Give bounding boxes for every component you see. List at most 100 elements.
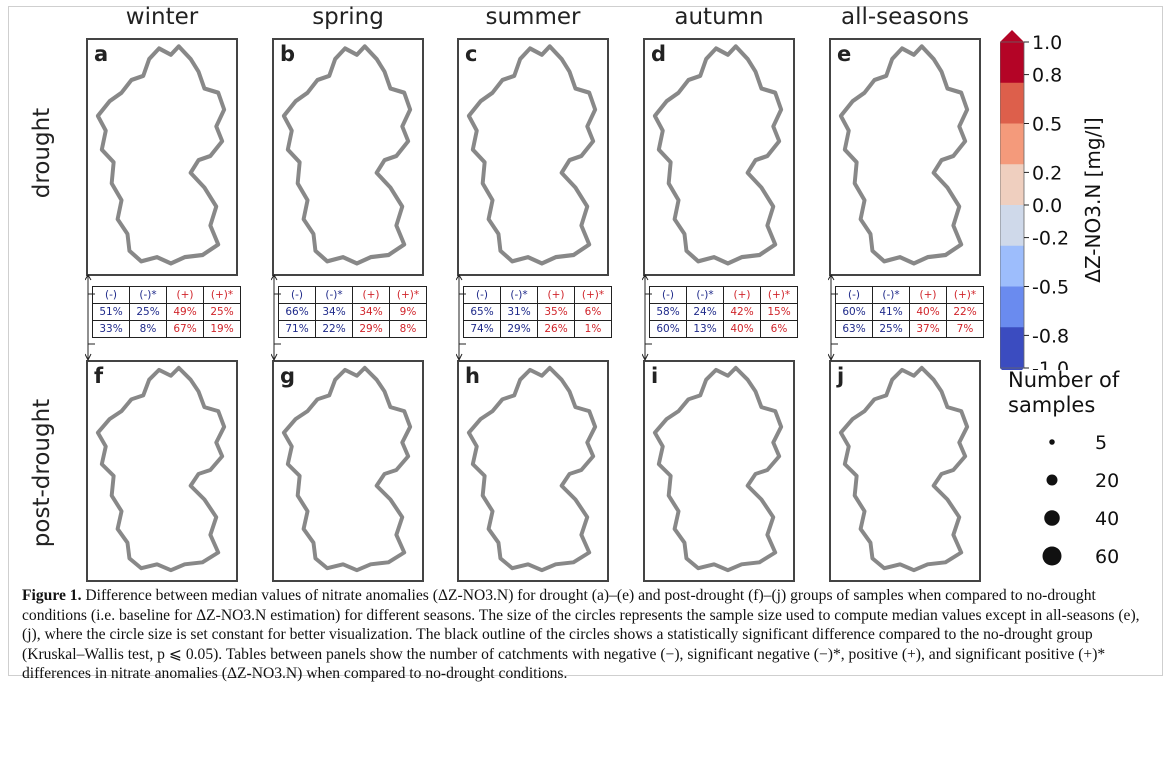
size-marker [1044,510,1060,526]
table-cell: (+) [166,286,204,304]
stats-table: (-) (-)* (+) (+)* 60% 41% 40% 22% 63% 25% 37% 7% [835,286,984,338]
table-cell: 60% [835,303,873,321]
caption-label: Figure 1. [22,587,82,604]
size-marker [1042,546,1062,566]
table-cell: 22% [315,320,353,338]
table-cell: 26% [537,320,575,338]
figure-frame [8,6,1163,676]
panel-label: j [837,364,845,388]
country-outline [652,365,784,573]
arrow [828,274,838,362]
arrow-line [85,274,95,362]
table-row: 66% 34% 34% 9% [278,303,427,321]
legend-title: Number of samples [1008,368,1120,417]
country-outline [838,44,970,266]
panel-label: i [651,364,659,388]
colorbar-tick-label: -0.8 [1032,325,1069,347]
colorbar-segment [1000,164,1024,206]
table-row: (-) (-)* (+) (+)* [463,286,612,304]
table-cell: (-)* [129,286,167,304]
colorbar-tick-label: -0.2 [1032,228,1069,250]
table-cell: 63% [835,320,873,338]
size-marker [1049,439,1055,445]
country-outline [466,365,598,573]
arrow-line [271,274,281,362]
table-row: 58% 24% 42% 15% [649,303,798,321]
panel-label: a [94,42,109,66]
colorbar-segment [1000,327,1024,369]
country-outline [652,44,784,266]
table-cell: (+)* [389,286,427,304]
map-panel: f [86,360,238,582]
colorbar-tick-label: -0.5 [1032,277,1069,299]
colorbar-tick-label: 0.2 [1032,162,1062,184]
table-cell: 67% [166,320,204,338]
map [652,44,784,266]
colorbar-tick-label: 0.0 [1032,195,1062,217]
map-panel: e [829,38,981,276]
colorbar-segment [1000,286,1024,328]
size-label: 5 [1095,432,1107,454]
table-cell: 25% [129,303,167,321]
column-title: all-seasons [840,4,970,30]
table-cell: 19% [203,320,241,338]
panel-label: c [465,42,478,66]
table-cell: (+)* [760,286,798,304]
table-cell: 9% [389,303,427,321]
size-marker [1046,474,1058,486]
map [652,365,784,573]
arrow-line [456,274,466,362]
table-cell: 33% [92,320,130,338]
table-cell: 1% [574,320,612,338]
map-panel: a [86,38,238,276]
table-row: 63% 25% 37% 7% [835,320,984,338]
map [466,365,598,573]
map [95,44,227,266]
panel-label: h [465,364,480,388]
table-cell: (-) [835,286,873,304]
map-panel: j [829,360,981,582]
table-cell: 6% [760,320,798,338]
colorbar-cap [1000,30,1024,42]
table-cell: (+)* [574,286,612,304]
map-panel: g [272,360,424,582]
colorbar-segment [1000,245,1024,287]
colorbar-segment [1000,82,1024,124]
table-cell: 6% [574,303,612,321]
panel-label: d [651,42,667,66]
table-cell: 35% [537,303,575,321]
colorbar-cap [1000,368,1024,370]
stats-table: (-) (-)* (+) (+)* 66% 34% 34% 9% 71% 22% 29% 8% [278,286,427,338]
country-outline [838,365,970,573]
arrow [85,274,95,362]
colorbar-segment [1000,42,1024,84]
table-cell: 58% [649,303,687,321]
column-title: winter [125,4,199,30]
table-row: 51% 25% 49% 25% [92,303,241,321]
table-cell: 29% [352,320,390,338]
map-panel: d [643,38,795,276]
country-outline [95,365,227,573]
table-cell: 71% [278,320,316,338]
arrow-line [828,274,838,362]
panel-label: b [280,42,296,66]
table-cell: 31% [500,303,538,321]
table-row: (-) (-)* (+) (+)* [649,286,798,304]
panel-label: e [837,42,852,66]
colorbar-tick-label: 1.0 [1032,32,1062,54]
size-label: 60 [1095,546,1119,568]
row-label: post-drought [29,398,55,548]
table-cell: (-) [278,286,316,304]
table-cell: (-)* [500,286,538,304]
table-cell: 34% [352,303,390,321]
panel-label: f [94,364,104,388]
colorbar-tick-label: 0.5 [1032,114,1062,136]
table-cell: 40% [723,320,761,338]
size-label: 20 [1095,470,1119,492]
table-cell: 15% [760,303,798,321]
stats-table: (-) (-)* (+) (+)* 65% 31% 35% 6% 74% 29% 26% 1% [463,286,612,338]
table-cell: (-) [92,286,130,304]
map-panel: c [457,38,609,276]
table-cell: (-)* [872,286,910,304]
